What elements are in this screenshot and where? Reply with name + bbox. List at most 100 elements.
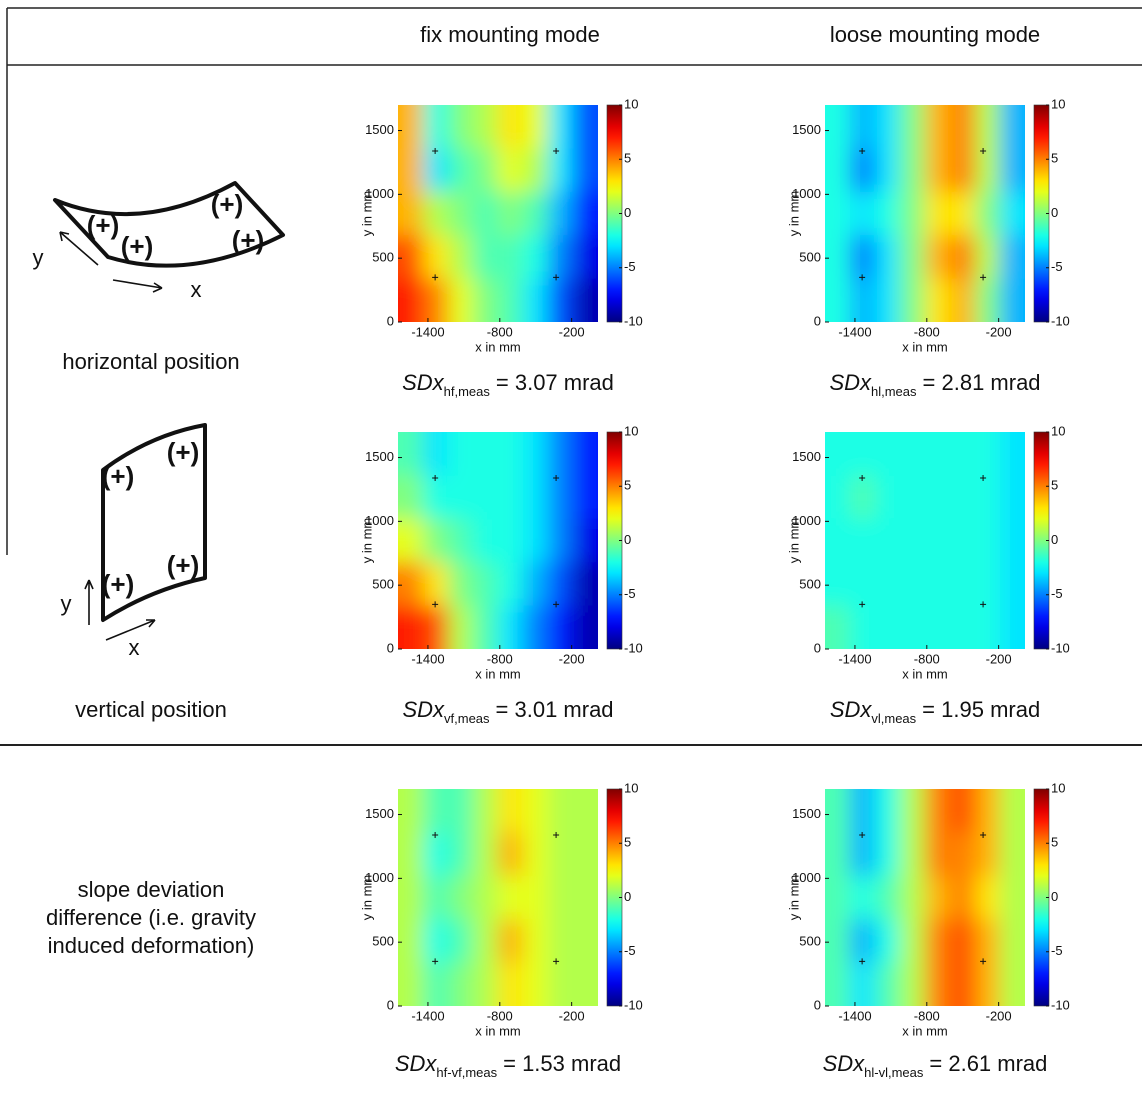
heatmap-cell xyxy=(398,235,424,280)
heatmap-cell xyxy=(900,475,926,520)
x-tick-label: -800 xyxy=(914,324,940,339)
caption-subscript: hl-vl,meas xyxy=(864,1065,924,1080)
x-axis-label: x in mm xyxy=(902,339,948,354)
heatmap-cell xyxy=(875,562,901,607)
heatmap-cell xyxy=(975,432,1001,477)
heatmap-cell xyxy=(423,919,449,964)
heatmap-cell xyxy=(548,148,574,193)
heatmap-cell xyxy=(498,605,524,649)
x-tick-label: -800 xyxy=(487,651,513,666)
heatmap-cell xyxy=(523,518,549,564)
colorbar-label: 10 xyxy=(1051,780,1065,795)
heatmap-cell xyxy=(398,919,424,964)
caption-subscript: hf-vf,meas xyxy=(436,1065,497,1080)
heatmap-cell xyxy=(423,432,449,477)
heatmap xyxy=(398,105,598,322)
mount-point xyxy=(432,274,439,281)
mount-point xyxy=(432,474,439,481)
heatmap-cell xyxy=(448,919,474,964)
mount-point xyxy=(980,474,987,481)
colorbar-label: -5 xyxy=(624,586,636,601)
colorbar-label: -5 xyxy=(624,943,636,958)
heatmap-cell xyxy=(975,105,1001,150)
heatmap-cell xyxy=(573,235,598,280)
heatmap-cell xyxy=(950,605,976,649)
sketch-horizontal: (+) (+) (+) (+) y x xyxy=(33,181,285,302)
heatmap-cell xyxy=(448,518,474,564)
heatmap-cell xyxy=(573,278,598,322)
heatmap-cell xyxy=(498,105,524,150)
heatmap-cell xyxy=(423,789,449,834)
caption: SDxhf-vf,meas = 1.53 mrad xyxy=(395,1051,621,1080)
heatmap-cell xyxy=(523,475,549,520)
x-tick-label: -1400 xyxy=(411,324,444,339)
heatmap-cell xyxy=(448,875,474,921)
heatmap-cell xyxy=(548,789,574,834)
heatmap-cell xyxy=(548,235,574,280)
heatmap-cell xyxy=(1000,832,1025,877)
x-tick-label: -800 xyxy=(487,1008,513,1023)
colorbar-label: 0 xyxy=(624,889,631,904)
heatmap-cell xyxy=(473,105,499,150)
sketch-vertical: (+) (+) (+) (+) y x xyxy=(61,423,207,660)
heatmap-cell xyxy=(398,432,424,477)
heatmap-cell xyxy=(473,562,499,607)
y-tick-label: 1000 xyxy=(792,513,821,528)
heatmap-cell xyxy=(950,191,976,237)
heatmap-cell xyxy=(850,475,876,520)
heatmap-cell xyxy=(498,432,524,477)
mount-point xyxy=(980,601,987,608)
heatmap-cell xyxy=(398,518,424,564)
heatmap-cell xyxy=(548,105,574,150)
caption-value: = 3.01 mrad xyxy=(496,697,614,722)
heatmap-cell xyxy=(573,605,598,649)
mount-point xyxy=(432,147,439,154)
heatmap-cell xyxy=(523,789,549,834)
row-label: induced deformation) xyxy=(48,933,255,958)
colorbar-label: -5 xyxy=(1051,586,1063,601)
heatmap-cell xyxy=(925,789,951,834)
heatmap-cell xyxy=(523,432,549,477)
heatmap-cell xyxy=(423,278,449,322)
heatmap-cell xyxy=(875,191,901,237)
caption: SDxhl-vl,meas = 2.61 mrad xyxy=(823,1051,1048,1080)
heatmap-cell xyxy=(398,148,424,193)
heatmap-cell xyxy=(448,605,474,649)
heatmap-cell xyxy=(875,605,901,649)
heatmap xyxy=(825,105,1025,322)
heatmap-cell xyxy=(1000,562,1025,607)
colorbar-label: -5 xyxy=(624,259,636,274)
heatmap-cell xyxy=(548,191,574,237)
heatmap-cell xyxy=(900,789,926,834)
y-tick-label: 0 xyxy=(387,313,394,328)
x-tick-label: -200 xyxy=(559,1008,585,1023)
axis-letter: y xyxy=(61,591,72,616)
heatmap-cell xyxy=(825,518,851,564)
mount-point xyxy=(553,474,560,481)
caption-value: = 2.81 mrad xyxy=(923,370,1041,395)
mount-symbol: (+) xyxy=(232,225,265,255)
heatmap-cell xyxy=(875,789,901,834)
heatmap-cell xyxy=(1000,789,1025,834)
heatmap-cell xyxy=(473,278,499,322)
mount-point xyxy=(859,274,866,281)
heatmap-cell xyxy=(573,789,598,834)
arrow xyxy=(59,231,99,266)
heatmap-cell xyxy=(573,148,598,193)
heatmap-cell xyxy=(900,432,926,477)
y-tick-label: 1500 xyxy=(365,449,394,464)
heatmap-cell xyxy=(398,962,424,1006)
heatmap-cell xyxy=(448,562,474,607)
colorbar-label: 5 xyxy=(624,151,631,166)
mount-point xyxy=(980,274,987,281)
mount-point xyxy=(553,958,560,965)
heatmap-cell xyxy=(850,562,876,607)
heatmap-cell xyxy=(448,789,474,834)
heatmap-cell xyxy=(950,789,976,834)
heatmap-cell xyxy=(900,148,926,193)
mount-point xyxy=(859,958,866,965)
y-tick-label: 500 xyxy=(372,250,394,265)
y-tick-label: 0 xyxy=(814,997,821,1012)
heatmap-cell xyxy=(548,919,574,964)
heatmap-cell xyxy=(448,148,474,193)
